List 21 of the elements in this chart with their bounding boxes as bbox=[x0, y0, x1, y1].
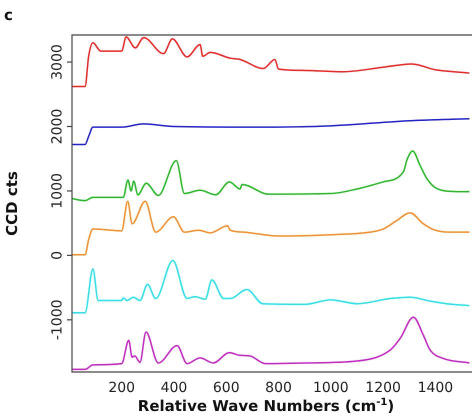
y-tick-label: 3000 bbox=[50, 44, 66, 80]
x-tick-label: 1400 bbox=[418, 380, 454, 396]
x-tick-label: 200 bbox=[108, 380, 136, 396]
x-tick-label: 600 bbox=[212, 380, 240, 396]
line-series bbox=[72, 260, 470, 314]
x-tick-label: 1000 bbox=[313, 380, 349, 396]
y-tick-label: 1000 bbox=[50, 173, 66, 209]
x-axis-title: Relative Wave Numbers (cm$^{-1}$) bbox=[136, 397, 396, 415]
line-series bbox=[72, 200, 470, 256]
line-series bbox=[72, 316, 470, 370]
chart-title: c bbox=[4, 6, 13, 24]
line-series bbox=[72, 118, 470, 146]
x-tick-label: 800 bbox=[265, 380, 292, 396]
y-tick-label: -1000 bbox=[50, 299, 66, 340]
x-tick-label: 1200 bbox=[365, 380, 401, 396]
line-series bbox=[72, 36, 470, 88]
y-axis-title: CCD cts bbox=[2, 171, 21, 236]
x-tick-label: 400 bbox=[160, 380, 188, 396]
y-tick-label: 2000 bbox=[50, 108, 66, 144]
y-tick-label: 0 bbox=[50, 250, 66, 260]
line-series bbox=[72, 150, 470, 202]
